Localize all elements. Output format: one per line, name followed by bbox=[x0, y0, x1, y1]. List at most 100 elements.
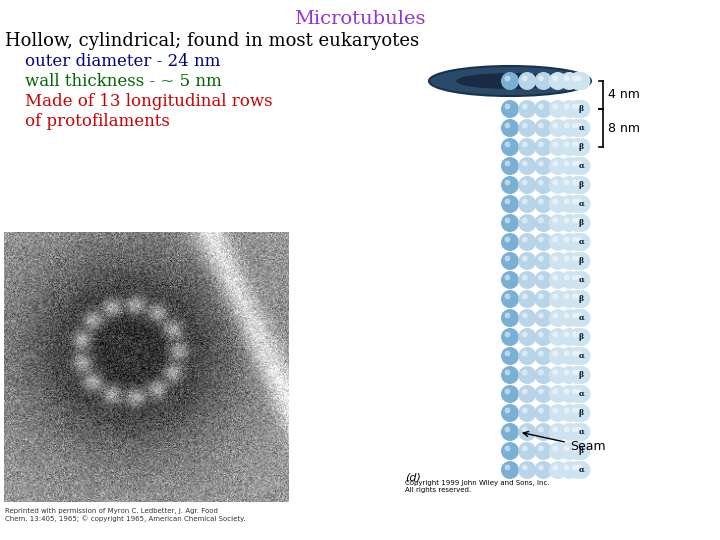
Circle shape bbox=[534, 385, 552, 403]
Circle shape bbox=[501, 271, 519, 289]
Circle shape bbox=[576, 275, 582, 280]
Circle shape bbox=[549, 157, 567, 175]
Circle shape bbox=[572, 138, 590, 156]
Circle shape bbox=[518, 461, 536, 479]
Circle shape bbox=[518, 404, 536, 422]
Circle shape bbox=[576, 76, 582, 82]
Circle shape bbox=[505, 218, 510, 224]
Circle shape bbox=[572, 214, 590, 232]
Circle shape bbox=[576, 464, 582, 470]
Circle shape bbox=[576, 255, 582, 261]
Circle shape bbox=[505, 275, 510, 280]
Circle shape bbox=[501, 442, 519, 460]
Circle shape bbox=[538, 389, 544, 394]
Circle shape bbox=[518, 442, 536, 460]
Circle shape bbox=[572, 464, 577, 470]
Text: α: α bbox=[579, 238, 585, 246]
Circle shape bbox=[518, 138, 536, 156]
Circle shape bbox=[568, 347, 586, 365]
Circle shape bbox=[572, 427, 577, 433]
Circle shape bbox=[552, 389, 558, 394]
Circle shape bbox=[560, 290, 578, 308]
Circle shape bbox=[564, 199, 570, 204]
Circle shape bbox=[522, 427, 528, 433]
Circle shape bbox=[538, 180, 544, 185]
Circle shape bbox=[538, 160, 544, 166]
Circle shape bbox=[538, 464, 544, 470]
Circle shape bbox=[549, 271, 567, 289]
Circle shape bbox=[572, 313, 577, 319]
Circle shape bbox=[505, 160, 510, 166]
Circle shape bbox=[549, 366, 567, 384]
Circle shape bbox=[534, 100, 552, 118]
Text: 8 nm: 8 nm bbox=[608, 122, 640, 134]
Circle shape bbox=[564, 237, 570, 242]
Circle shape bbox=[538, 218, 544, 224]
Circle shape bbox=[501, 119, 519, 137]
Circle shape bbox=[518, 119, 536, 137]
Circle shape bbox=[549, 214, 567, 232]
Circle shape bbox=[576, 104, 582, 110]
Circle shape bbox=[552, 180, 558, 185]
Circle shape bbox=[518, 176, 536, 194]
Circle shape bbox=[560, 138, 578, 156]
Circle shape bbox=[568, 252, 586, 270]
Circle shape bbox=[518, 347, 536, 365]
Circle shape bbox=[549, 119, 567, 137]
Circle shape bbox=[549, 252, 567, 270]
Circle shape bbox=[560, 157, 578, 175]
Circle shape bbox=[518, 309, 536, 327]
Circle shape bbox=[534, 423, 552, 441]
Circle shape bbox=[568, 233, 586, 251]
Circle shape bbox=[505, 294, 510, 299]
Circle shape bbox=[518, 214, 536, 232]
Circle shape bbox=[505, 237, 510, 242]
Circle shape bbox=[572, 100, 590, 118]
Circle shape bbox=[549, 100, 567, 118]
Circle shape bbox=[534, 461, 552, 479]
Circle shape bbox=[572, 141, 577, 147]
Circle shape bbox=[576, 389, 582, 394]
Circle shape bbox=[522, 237, 528, 242]
Text: Reprinted with permission of Myron C. Ledbetter, J. Agr. Food
Chem. 13:405, 1965: Reprinted with permission of Myron C. Le… bbox=[5, 508, 246, 522]
Circle shape bbox=[564, 76, 570, 82]
Circle shape bbox=[564, 141, 570, 147]
Circle shape bbox=[505, 389, 510, 394]
Circle shape bbox=[522, 180, 528, 185]
Circle shape bbox=[522, 141, 528, 147]
Circle shape bbox=[534, 72, 552, 90]
Circle shape bbox=[522, 464, 528, 470]
Circle shape bbox=[522, 408, 528, 413]
Circle shape bbox=[568, 290, 586, 308]
Circle shape bbox=[505, 123, 510, 129]
Circle shape bbox=[518, 157, 536, 175]
Text: β: β bbox=[579, 181, 584, 189]
Circle shape bbox=[576, 313, 582, 319]
Circle shape bbox=[522, 104, 528, 110]
Circle shape bbox=[538, 350, 544, 356]
Circle shape bbox=[568, 461, 586, 479]
Circle shape bbox=[572, 347, 590, 365]
Circle shape bbox=[572, 271, 590, 289]
Circle shape bbox=[552, 255, 558, 261]
Circle shape bbox=[538, 123, 544, 129]
Circle shape bbox=[505, 408, 510, 413]
Circle shape bbox=[564, 313, 570, 319]
Text: Hollow, cylindrical; found in most eukaryotes: Hollow, cylindrical; found in most eukar… bbox=[5, 32, 419, 50]
Circle shape bbox=[568, 309, 586, 327]
Circle shape bbox=[564, 123, 570, 129]
Text: Made of 13 longitudinal rows: Made of 13 longitudinal rows bbox=[25, 93, 273, 110]
Circle shape bbox=[538, 294, 544, 299]
Circle shape bbox=[549, 233, 567, 251]
Circle shape bbox=[549, 461, 567, 479]
Circle shape bbox=[538, 275, 544, 280]
Circle shape bbox=[505, 427, 510, 433]
Circle shape bbox=[572, 369, 577, 375]
Circle shape bbox=[501, 233, 519, 251]
Circle shape bbox=[560, 214, 578, 232]
Circle shape bbox=[560, 461, 578, 479]
Text: β: β bbox=[579, 105, 584, 113]
Circle shape bbox=[560, 271, 578, 289]
Circle shape bbox=[572, 461, 590, 479]
Circle shape bbox=[572, 294, 577, 299]
